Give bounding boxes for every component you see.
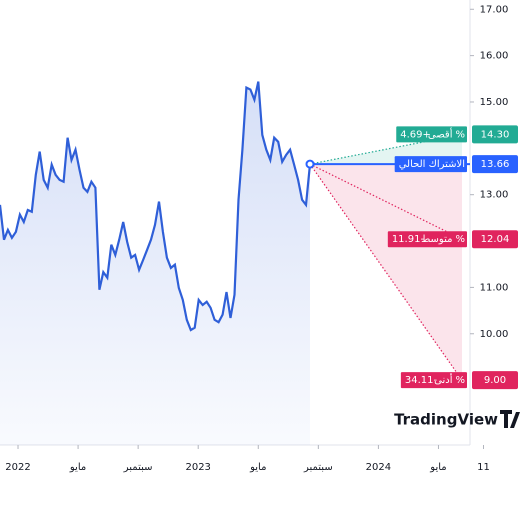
logo bbox=[500, 410, 520, 428]
x-tick-label: مايو bbox=[429, 462, 446, 473]
target-label-part: متوسط bbox=[421, 234, 452, 245]
x-tick-label: سبتمبر bbox=[303, 462, 333, 473]
target-label-part: أقصى bbox=[428, 127, 453, 140]
x-tick-label: مايو bbox=[69, 462, 86, 473]
area bbox=[0, 81, 310, 445]
target-label-box bbox=[400, 372, 467, 389]
target-label-box bbox=[387, 231, 467, 248]
x-tick-label: سبتمبر bbox=[123, 462, 153, 473]
target-label-text: متوسط-11.91% bbox=[392, 234, 465, 245]
current-label: الاشتراك الحالي bbox=[394, 156, 467, 173]
forecast-line bbox=[309, 163, 463, 240]
x-tick-label: 2024 bbox=[366, 462, 391, 473]
target-label-text: أقصى+4.69% bbox=[400, 127, 465, 140]
price-line bbox=[0, 81, 312, 332]
price-tag-text: 13.66 bbox=[481, 159, 510, 170]
x-tick-label: 2023 bbox=[185, 462, 210, 473]
current-label-box bbox=[394, 156, 467, 173]
target-label-part: أدنى bbox=[434, 373, 453, 386]
y-tick-label: 17.00 bbox=[480, 4, 509, 15]
forecast-line bbox=[309, 133, 463, 165]
price-tag-text: 9.00 bbox=[484, 375, 506, 386]
x-tick-label: 2022 bbox=[5, 462, 30, 473]
y-tick-label: 15.00 bbox=[480, 97, 509, 108]
target-label-part: -34.11% bbox=[405, 375, 465, 386]
watermark: TradingView bbox=[394, 411, 498, 429]
current-label-part: الاشتراك الحالي bbox=[399, 159, 465, 170]
target-label-box bbox=[396, 126, 467, 143]
x-tick-label: 11 bbox=[477, 462, 490, 473]
price-tag bbox=[472, 371, 518, 390]
price-tag bbox=[472, 125, 518, 144]
x-tick-label: مايو bbox=[249, 462, 266, 473]
y-tick-label: 10.00 bbox=[480, 329, 509, 340]
forecast-down-area bbox=[310, 164, 462, 381]
price-tag-text: 14.30 bbox=[481, 129, 510, 140]
target-label-text: أدنى-34.11% bbox=[405, 373, 465, 386]
price-tag-text: 12.04 bbox=[481, 234, 510, 245]
target-label: متوسط-11.91% bbox=[387, 231, 467, 248]
y-tick-label: 11.00 bbox=[480, 282, 509, 293]
y-tick-label: 13.00 bbox=[480, 190, 509, 201]
target-label: أقصى+4.69% bbox=[396, 126, 467, 143]
current-point bbox=[305, 159, 315, 169]
price-tag bbox=[472, 230, 518, 249]
price-tag bbox=[472, 155, 518, 174]
current-label-text: الاشتراك الحالي bbox=[399, 159, 465, 170]
y-tick-label: 16.00 bbox=[480, 51, 509, 62]
target-label: أدنى-34.11% bbox=[400, 372, 467, 389]
